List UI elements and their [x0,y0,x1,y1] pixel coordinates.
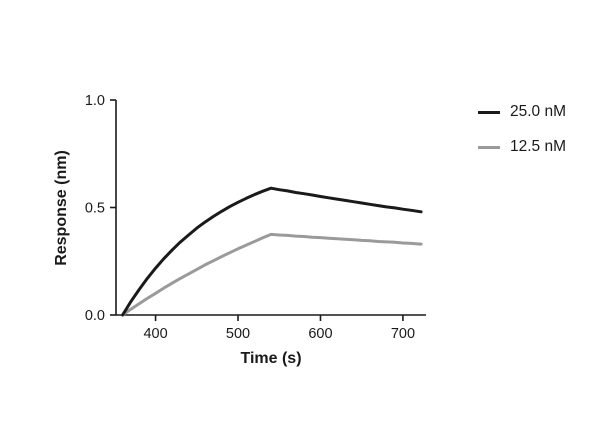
legend-line-swatch-12-5-nm [478,145,500,149]
y-tick-label: 0.0 [85,308,105,324]
x-axis-title: Time (s) [240,350,302,367]
series-line-25-0-nm [121,186,423,317]
legend-item-12-5-nm: 12.5 nM [478,138,566,156]
y-tick-label: 0.5 [85,201,105,217]
x-tick-label: 600 [308,326,332,342]
y-axis-title: Response (nm) [53,150,70,266]
x-tick-label: 700 [391,326,415,342]
y-tick-label: 1.0 [85,93,105,109]
legend-item-25-0-nm: 25.0 nM [478,103,566,121]
legend-label-12-5-nm: 12.5 nM [510,138,567,155]
legend-label-25-0-nm: 25.0 nM [510,103,567,120]
x-tick-label: 400 [143,326,167,342]
x-tick-label: 500 [226,326,250,342]
legend-line-swatch-25-0-nm [478,110,500,114]
legend: 25.0 nM 12.5 nM [478,103,566,173]
series-line-12-5-nm [121,232,423,317]
